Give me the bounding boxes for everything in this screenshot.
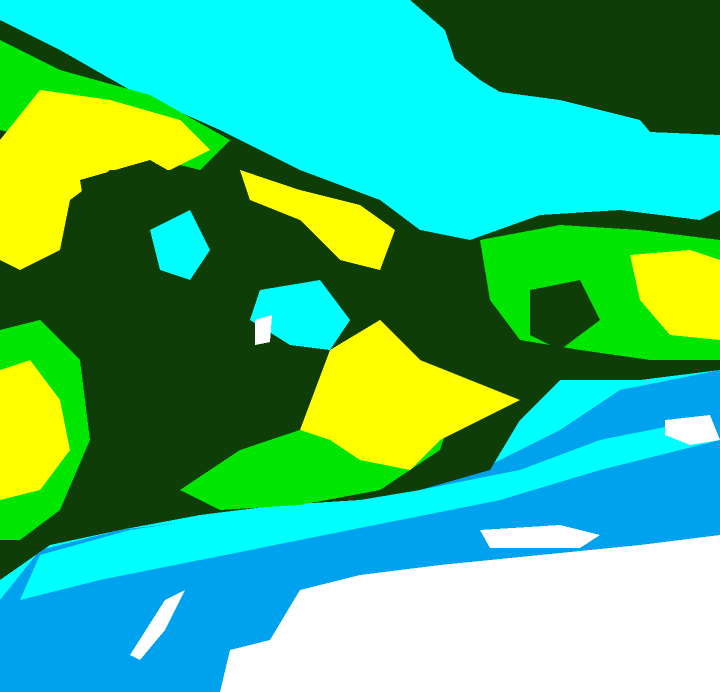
yellow-region-northwest [0,90,210,270]
yellow-region-east [630,250,720,340]
cyan-patch-central [250,280,350,350]
white-patch-east [665,415,720,445]
cyan-patch-inland [150,210,210,280]
yellow-region-west [0,360,70,500]
cyan-band-south [20,420,720,600]
white-patch-south [480,525,600,548]
yellow-region-central [300,320,520,470]
yellow-region-north-central [240,170,395,270]
white-patch-inland [255,315,272,345]
dark-green-patch-east [530,280,600,350]
white-region-southeast [220,535,720,692]
dark-green-region-northeast [410,0,720,135]
white-patch-southwest [130,590,185,660]
